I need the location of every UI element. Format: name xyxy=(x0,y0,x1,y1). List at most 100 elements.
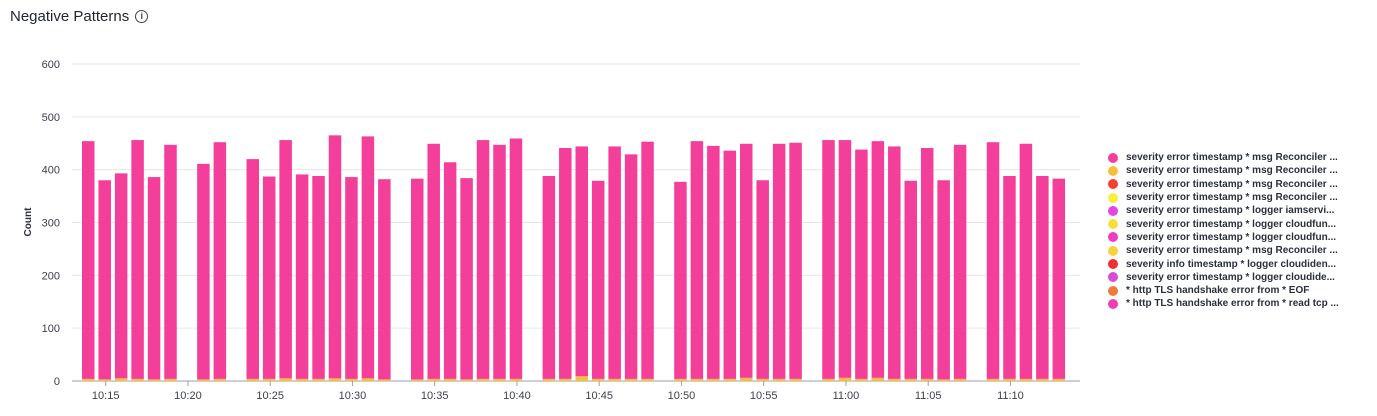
bar-segment-primary[interactable] xyxy=(164,144,177,379)
bar-segment-secondary[interactable] xyxy=(871,377,885,381)
bar-segment-primary[interactable] xyxy=(147,177,161,380)
bar-segment-primary[interactable] xyxy=(312,176,325,379)
bar-segment-secondary[interactable] xyxy=(213,378,227,381)
bar-segment-secondary[interactable] xyxy=(279,378,292,381)
bar-segment-primary[interactable] xyxy=(888,146,901,379)
bar-segment-primary[interactable] xyxy=(871,141,885,378)
bar-segment-primary[interactable] xyxy=(986,142,1000,379)
bar-segment-secondary[interactable] xyxy=(131,378,144,381)
bar-segment-primary[interactable] xyxy=(591,180,605,379)
bar-segment-secondary[interactable] xyxy=(328,378,342,381)
bar-segment-secondary[interactable] xyxy=(575,376,589,381)
bar-segment-primary[interactable] xyxy=(427,143,440,379)
bar-segment-secondary[interactable] xyxy=(1019,378,1033,381)
bar-segment-primary[interactable] xyxy=(197,163,210,380)
bar-segment-primary[interactable] xyxy=(1019,143,1033,379)
bar-segment-secondary[interactable] xyxy=(509,378,523,381)
bar-segment-secondary[interactable] xyxy=(608,378,621,381)
bar-segment-secondary[interactable] xyxy=(542,378,556,381)
legend-item[interactable]: severity error timestamp * logger cloudf… xyxy=(1108,217,1370,230)
bar-segment-primary[interactable] xyxy=(855,149,868,379)
bar-segment-primary[interactable] xyxy=(608,146,621,379)
bar-segment-secondary[interactable] xyxy=(740,377,753,381)
bar-segment-secondary[interactable] xyxy=(361,378,375,381)
bar-segment-primary[interactable] xyxy=(262,176,276,379)
bar-segment-secondary[interactable] xyxy=(345,378,358,381)
bar-segment-secondary[interactable] xyxy=(1003,378,1016,381)
bar-segment-primary[interactable] xyxy=(98,180,111,380)
bar-segment-primary[interactable] xyxy=(904,180,918,379)
bar-segment-secondary[interactable] xyxy=(756,378,769,381)
bar-segment-secondary[interactable] xyxy=(838,377,852,381)
bar-segment-primary[interactable] xyxy=(542,176,556,379)
bar-segment-secondary[interactable] xyxy=(1052,378,1066,381)
bar-segment-primary[interactable] xyxy=(213,142,227,379)
bar-segment-primary[interactable] xyxy=(756,180,769,379)
bar-segment-secondary[interactable] xyxy=(690,378,704,381)
bar-segment-primary[interactable] xyxy=(1052,178,1066,379)
bar-segment-secondary[interactable] xyxy=(460,379,473,381)
bar-segment-primary[interactable] xyxy=(295,174,309,379)
bar-segment-primary[interactable] xyxy=(641,141,654,379)
bar-segment-secondary[interactable] xyxy=(262,378,276,381)
bar-segment-secondary[interactable] xyxy=(986,378,1000,381)
bar-segment-primary[interactable] xyxy=(131,140,144,379)
bar-segment-primary[interactable] xyxy=(1036,176,1049,379)
bar-segment-secondary[interactable] xyxy=(378,379,391,381)
bar-segment-secondary[interactable] xyxy=(624,378,638,381)
bar-segment-primary[interactable] xyxy=(328,135,342,379)
bar-segment-primary[interactable] xyxy=(624,154,638,379)
bar-segment-primary[interactable] xyxy=(82,141,95,379)
bar-segment-secondary[interactable] xyxy=(82,378,95,381)
bar-segment-secondary[interactable] xyxy=(789,378,802,381)
bar-segment-primary[interactable] xyxy=(937,180,950,380)
bar-segment-secondary[interactable] xyxy=(937,379,950,381)
bar-segment-primary[interactable] xyxy=(1003,176,1016,379)
bar-segment-primary[interactable] xyxy=(411,178,424,380)
legend-item[interactable]: * http TLS handshake error from * read t… xyxy=(1108,297,1370,310)
bar-segment-primary[interactable] xyxy=(920,148,934,379)
legend-item[interactable]: severity error timestamp * msg Reconcile… xyxy=(1108,178,1370,191)
bar-segment-primary[interactable] xyxy=(789,142,802,379)
legend-item[interactable]: severity error timestamp * msg Reconcile… xyxy=(1108,191,1370,204)
bar-segment-secondary[interactable] xyxy=(246,378,260,381)
bar-segment-secondary[interactable] xyxy=(197,379,210,381)
legend-item[interactable]: severity error timestamp * logger iamser… xyxy=(1108,204,1370,217)
bar-segment-primary[interactable] xyxy=(575,146,589,377)
bar-segment-secondary[interactable] xyxy=(772,378,786,381)
bar-segment-secondary[interactable] xyxy=(147,379,161,381)
bar-segment-primary[interactable] xyxy=(246,159,260,379)
bar-segment-primary[interactable] xyxy=(953,144,967,379)
bar-segment-primary[interactable] xyxy=(740,143,753,378)
bar-segment-secondary[interactable] xyxy=(641,378,654,381)
bar-segment-primary[interactable] xyxy=(772,143,786,379)
bar-segment-secondary[interactable] xyxy=(674,378,687,381)
bar-segment-secondary[interactable] xyxy=(493,378,506,381)
legend-item[interactable]: severity error timestamp * logger cloudi… xyxy=(1108,271,1370,284)
legend-item[interactable]: severity error timestamp * msg Reconcile… xyxy=(1108,244,1370,257)
bar-segment-secondary[interactable] xyxy=(707,378,720,381)
legend-item[interactable]: severity info timestamp * logger cloudid… xyxy=(1108,257,1370,270)
legend-item[interactable]: severity error timestamp * msg Reconcile… xyxy=(1108,164,1370,177)
bar-segment-primary[interactable] xyxy=(674,181,687,379)
bar-segment-primary[interactable] xyxy=(690,141,704,379)
bar-segment-secondary[interactable] xyxy=(904,378,918,381)
bar-segment-primary[interactable] xyxy=(723,150,737,379)
bar-segment-secondary[interactable] xyxy=(312,378,325,381)
bar-segment-primary[interactable] xyxy=(476,140,490,379)
bar-segment-primary[interactable] xyxy=(114,173,128,379)
bar-segment-secondary[interactable] xyxy=(591,378,605,381)
bar-segment-secondary[interactable] xyxy=(411,379,424,381)
bar-segment-secondary[interactable] xyxy=(164,378,177,381)
bar-segment-secondary[interactable] xyxy=(427,378,440,381)
bar-segment-secondary[interactable] xyxy=(888,378,901,381)
bar-segment-primary[interactable] xyxy=(361,136,375,379)
bar-segment-secondary[interactable] xyxy=(443,378,457,381)
bar-segment-primary[interactable] xyxy=(509,138,523,379)
legend-item[interactable]: severity error timestamp * msg Reconcile… xyxy=(1108,151,1370,164)
bar-segment-primary[interactable] xyxy=(378,179,391,380)
bar-segment-secondary[interactable] xyxy=(855,378,868,381)
bar-segment-primary[interactable] xyxy=(707,145,720,379)
bar-segment-secondary[interactable] xyxy=(98,379,111,381)
bar-segment-primary[interactable] xyxy=(838,140,852,378)
